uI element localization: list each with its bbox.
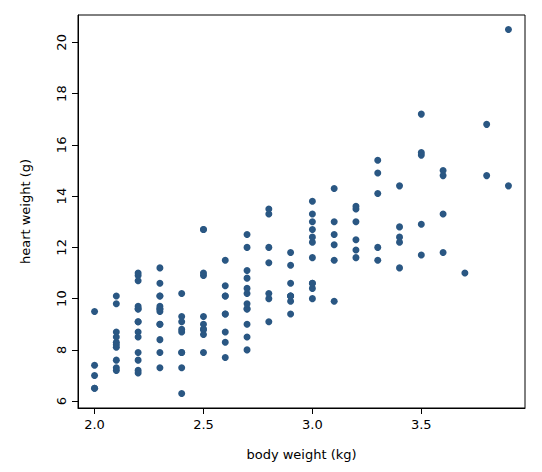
svg-text:16: 16 bbox=[54, 137, 69, 154]
svg-text:14: 14 bbox=[54, 188, 69, 205]
svg-text:6: 6 bbox=[54, 397, 69, 405]
svg-text:8: 8 bbox=[54, 346, 69, 354]
svg-text:12: 12 bbox=[54, 239, 69, 256]
svg-text:3.0: 3.0 bbox=[302, 417, 323, 432]
svg-text:body weight (kg): body weight (kg) bbox=[246, 447, 356, 462]
svg-text:3.5: 3.5 bbox=[411, 417, 432, 432]
svg-text:2.5: 2.5 bbox=[193, 417, 214, 432]
svg-text:2.0: 2.0 bbox=[84, 417, 105, 432]
svg-text:10: 10 bbox=[54, 290, 69, 307]
svg-text:heart weight (g): heart weight (g) bbox=[18, 159, 33, 264]
svg-text:20: 20 bbox=[54, 34, 69, 51]
svg-text:18: 18 bbox=[54, 85, 69, 102]
